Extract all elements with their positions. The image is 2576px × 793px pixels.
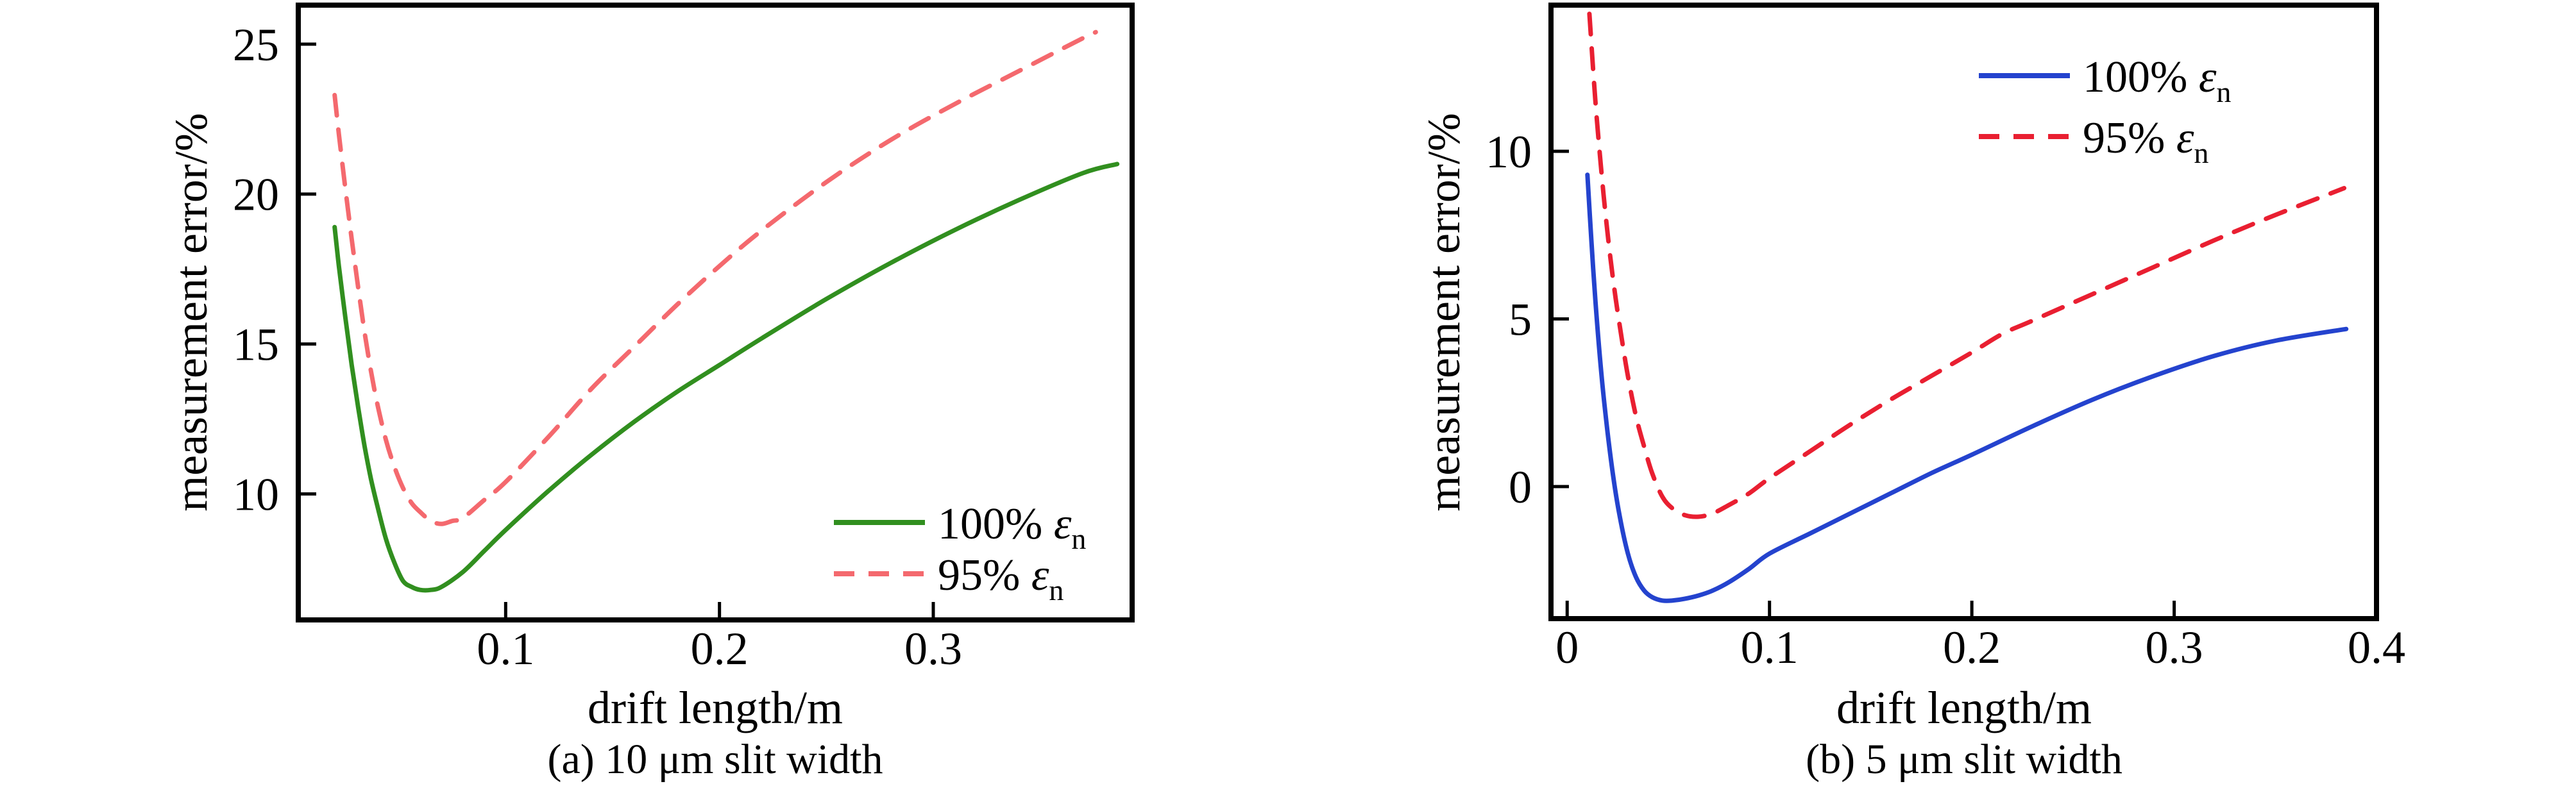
chart-a-x-axis-label: drift length/m	[588, 682, 843, 733]
chart-a-caption: (a) 10 μm slit width	[547, 736, 883, 783]
chart-a-x-tick-label: 0.2	[691, 623, 749, 674]
chart-a-y-tick-label: 25	[233, 19, 279, 71]
chart-b-x-tick-label: 0.4	[2348, 622, 2405, 673]
chart-b-legend-label-100: 100% εn	[2083, 53, 2231, 108]
chart-a-legend-label-100: 100% εn	[938, 499, 1086, 555]
chart-a-x-tick-label: 0.1	[477, 623, 534, 674]
chart-b-series-95-line	[1587, 12, 2346, 519]
chart-a-series-95-line	[332, 29, 1098, 526]
chart-b-y-tick-label: 10	[1486, 126, 1532, 178]
chart-a-axes: 0.1 0.2 0.3 10 15 20 25	[233, 3, 1135, 674]
chart-b: 0 0.1 0.2 0.3 0.4 0 5 10 measurement error/% dr…	[1418, 3, 2405, 783]
chart-a-legend: 100% εn 95% εn	[834, 499, 1086, 606]
chart-b-x-tick-label: 0.1	[1741, 622, 1799, 673]
chart-a-y-tick-label: 20	[233, 169, 279, 221]
chart-b-curves	[1585, 12, 2349, 603]
chart-b-legend-label-95: 95% εn	[2083, 113, 2208, 169]
chart-b-x-tick-label: 0	[1555, 622, 1579, 673]
chart-a-curves	[332, 29, 1120, 593]
chart-b-y-axis-label: measurement error/%	[1418, 113, 1470, 512]
chart-a-legend-label-95: 95% εn	[938, 551, 1063, 606]
chart-b-caption: (b) 5 μm slit width	[1806, 736, 2123, 783]
chart-b-plot-border	[1548, 3, 2379, 621]
chart-a-x-tick-label: 0.3	[904, 623, 962, 674]
chart-a-y-tick-label: 10	[233, 469, 279, 521]
chart-b-x-tick-label: 0.2	[1943, 622, 2001, 673]
chart-b-y-tick-label: 0	[1509, 462, 1532, 513]
chart-b-series-100-line	[1585, 172, 2349, 603]
chart-a: 0.1 0.2 0.3 10 15 20 25 measurement error/% dr…	[165, 3, 1135, 783]
chart-a-y-axis-label: measurement error/%	[165, 113, 217, 512]
chart-b-x-axis-label: drift length/m	[1836, 682, 2092, 733]
chart-b-legend: 100% εn 95% εn	[1979, 53, 2231, 169]
chart-b-axes: 0 0.1 0.2 0.3 0.4 0 5 10	[1486, 3, 2405, 673]
chart-a-plot-border	[296, 3, 1135, 622]
chart-a-y-tick-label: 15	[233, 319, 279, 371]
chart-b-x-tick-label: 0.3	[2146, 622, 2203, 673]
chart-b-y-tick-label: 5	[1509, 294, 1532, 345]
chart-a-series-100-line	[332, 162, 1120, 593]
